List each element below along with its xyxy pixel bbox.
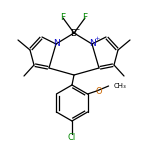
- Text: Cl: Cl: [68, 133, 76, 143]
- Text: O: O: [95, 86, 102, 95]
- Text: CH₃: CH₃: [114, 83, 126, 89]
- Text: F: F: [82, 14, 88, 22]
- Text: −: −: [74, 26, 80, 31]
- Text: B: B: [70, 29, 76, 38]
- Text: F: F: [60, 14, 66, 22]
- Text: N: N: [89, 40, 95, 48]
- Text: +: +: [94, 36, 100, 41]
- Text: N: N: [53, 40, 59, 48]
